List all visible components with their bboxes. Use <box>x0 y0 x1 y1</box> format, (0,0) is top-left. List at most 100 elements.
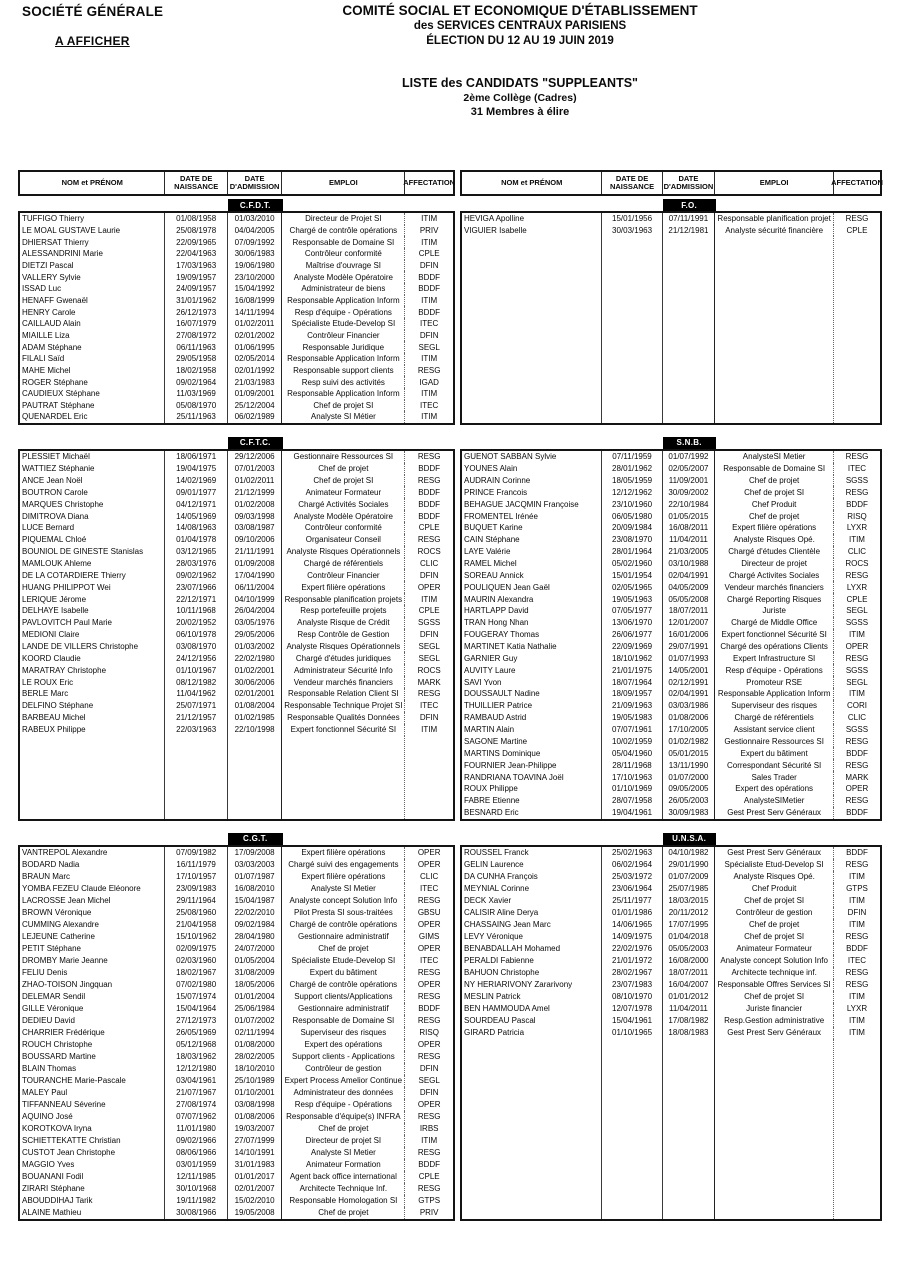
cell-name: DHIERSAT Thierry <box>20 236 166 248</box>
cell-job: Chargé suivi des engagements <box>282 858 406 871</box>
table-row: LE ROUX Eric 08/12/1982 30/06/2006 Vendeur … <box>20 676 453 689</box>
table-right-half: NOM et PRÉNOM DATE DE NAISSANCE DATE D'ADM… <box>460 170 883 1221</box>
cell-assignment: ITEC <box>420 956 439 966</box>
cell-name: CUMMING Alexandre <box>20 918 166 931</box>
cell-assignment: SGSS <box>845 476 869 486</box>
cell-birth-date: 18/07/1964 <box>602 676 663 689</box>
column-header-assignment: AFFECTATION <box>831 177 883 187</box>
cell-admission-date: 01/05/2004 <box>228 954 283 967</box>
cell-job: Analyste SI Metier <box>282 882 406 895</box>
cell-assignment: RESG <box>845 487 869 497</box>
cell-job: Analyste Risques Opé. <box>715 533 834 546</box>
cell-admission-date: 01/02/2008 <box>228 498 283 511</box>
cell-birth-date: 14/02/1969 <box>165 474 228 487</box>
cell-assignment: RESG <box>417 476 441 486</box>
empty-cell <box>834 1039 880 1219</box>
table-row: FABRE Etienne 28/07/1958 26/05/2003 Analyst… <box>462 794 880 807</box>
cell-name: MIAILLE Liza <box>20 329 166 342</box>
cell-birth-date: 08/10/1970 <box>602 990 663 1003</box>
cell-admission-date: 01/02/2011 <box>228 474 283 487</box>
cell-birth-date: 01/10/1969 <box>602 782 663 795</box>
cell-assignment: RESG <box>417 992 441 1002</box>
cell-birth-date: 06/11/1963 <box>165 341 228 353</box>
cell-birth-date: 11/03/1969 <box>165 387 228 400</box>
table-row: CALISIR Aline Derya 01/01/1986 20/11/2012 C… <box>462 906 880 919</box>
table-row: ROUCH Christophe 05/12/1968 01/08/2000 Expe… <box>20 1038 453 1051</box>
cell-job: Chef de projet SI <box>282 399 406 412</box>
cell-job: Chef de projet <box>282 1122 406 1135</box>
cell-name: ALESSANDRINI Marie <box>20 247 166 260</box>
table-row: PIQUEMAL Chloé 01/04/1978 09/10/2006 Organi… <box>20 533 453 546</box>
cell-job: Chargé Activités Sociales <box>282 498 406 511</box>
table-row: BESNARD Eric 19/04/1961 30/09/1983 Gest Pre… <box>462 806 880 819</box>
cell-assignment: ITIM <box>421 594 438 604</box>
cell-job: Sales Trader <box>715 771 834 783</box>
cell-birth-date: 24/09/1957 <box>165 282 228 295</box>
cell-admission-date: 01/06/1995 <box>228 341 283 353</box>
cell-admission-date: 02/01/2002 <box>228 329 283 342</box>
cell-assignment: GTPS <box>418 1196 441 1206</box>
cell-assignment: PRIV <box>419 225 439 235</box>
cell-assignment: ITEC <box>847 464 867 474</box>
cell-assignment: RESG <box>417 689 441 699</box>
table-row: DOUSSAULT Nadine 18/09/1957 02/04/1991 Resp… <box>462 688 880 700</box>
empty-filler-row <box>462 236 880 423</box>
table-row: LANDE DE VILLERS Christophe 03/08/1970 01/… <box>20 640 453 653</box>
cell-assignment: BDDF <box>418 284 441 294</box>
cell-admission-date: 01/01/2012 <box>663 990 716 1003</box>
cell-birth-date: 04/12/1971 <box>165 498 228 511</box>
cell-birth-date: 23/10/1960 <box>602 498 663 511</box>
cell-job: Analyste concept Solution Info <box>282 894 406 907</box>
empty-cell <box>602 236 663 423</box>
empty-cell <box>405 736 453 819</box>
union-section-label: C.G.T. <box>227 832 283 845</box>
cell-job: Gest Prest Serv Généraux <box>715 846 834 859</box>
cell-assignment: LYXR <box>846 523 868 533</box>
cell-name: DROMBY Marie Jeanne <box>20 954 166 967</box>
cell-name: CAILLAUD Alain <box>20 317 166 330</box>
cell-job: AnalysteSI Metier <box>715 450 834 463</box>
cell-admission-date: 25/07/1985 <box>663 882 716 895</box>
cell-admission-date: 01/07/2002 <box>228 1014 283 1027</box>
cell-birth-date: 07/07/1962 <box>165 1110 228 1123</box>
table-row: YOUNES Alain 28/01/1962 02/05/2007 Responsa… <box>462 462 880 475</box>
table-row: BEN HAMMOUDA Amel 12/07/1978 11/04/2011 Jur… <box>462 1002 880 1015</box>
cell-assignment: RESG <box>845 932 869 942</box>
cell-birth-date: 15/01/1956 <box>602 213 663 225</box>
cell-admission-date: 01/08/2006 <box>663 711 716 724</box>
cell-birth-date: 07/11/1959 <box>602 450 663 463</box>
cell-name: BOUANANI Fodil <box>20 1170 166 1183</box>
cell-admission-date: 01/07/1993 <box>663 652 716 665</box>
union-section-table: ROUSSEL Franck 25/02/1963 04/10/1982 Gest P… <box>460 844 882 1221</box>
table-row: ISSAD Luc 24/09/1957 15/04/1992 Administrat… <box>20 282 453 295</box>
cell-admission-date: 30/09/1983 <box>663 806 716 819</box>
column-header-admission-date: DATE D'ADMISSION <box>663 172 716 194</box>
cell-name: RAMBAUD Astrid <box>462 711 603 724</box>
cell-job: Chargé de Middle Office <box>715 616 834 629</box>
cell-name: LAYE Valérie <box>462 545 603 558</box>
table-row: ROUX Philippe 01/10/1969 09/05/2005 Expert … <box>462 782 880 795</box>
cell-birth-date: 25/07/1971 <box>165 699 228 712</box>
cell-birth-date: 07/02/1980 <box>165 978 228 991</box>
cell-name: GILLE Véronique <box>20 1002 166 1015</box>
election-dates: ÉLECTION DU 12 AU 19 JUIN 2019 <box>426 35 614 47</box>
table-row: MAMLOUK Ahleme 28/03/1976 01/09/2008 Chargé… <box>20 557 453 570</box>
cell-name: VIGUIER Isabelle <box>462 224 603 237</box>
cell-assignment: SGSS <box>845 665 869 675</box>
cell-job: Gestionnaire Ressources SI <box>715 735 834 748</box>
cell-name: BOUTRON Carole <box>20 486 166 499</box>
cell-job: Juriste <box>715 605 834 617</box>
cell-birth-date: 27/08/1974 <box>165 1098 228 1111</box>
cell-job: Chef de projet <box>282 942 406 955</box>
table-row: MARTINET Katia Nathalie 22/09/1969 29/07/1… <box>462 640 880 653</box>
cell-admission-date: 01/04/2018 <box>663 930 716 943</box>
cell-birth-date: 14/05/1969 <box>165 510 228 523</box>
cell-birth-date: 09/02/1964 <box>165 376 228 388</box>
cell-name: DELEMAR Sendil <box>20 990 166 1003</box>
cell-birth-date: 05/12/1968 <box>165 1038 228 1051</box>
cell-name: SCHIETTEKATTE Christian <box>20 1134 166 1147</box>
cell-birth-date: 19/04/1961 <box>602 806 663 819</box>
cell-name: SAVI Yvon <box>462 676 603 689</box>
cell-admission-date: 25/06/1984 <box>228 1002 283 1015</box>
cell-name: WATTIEZ Stéphanie <box>20 462 166 475</box>
